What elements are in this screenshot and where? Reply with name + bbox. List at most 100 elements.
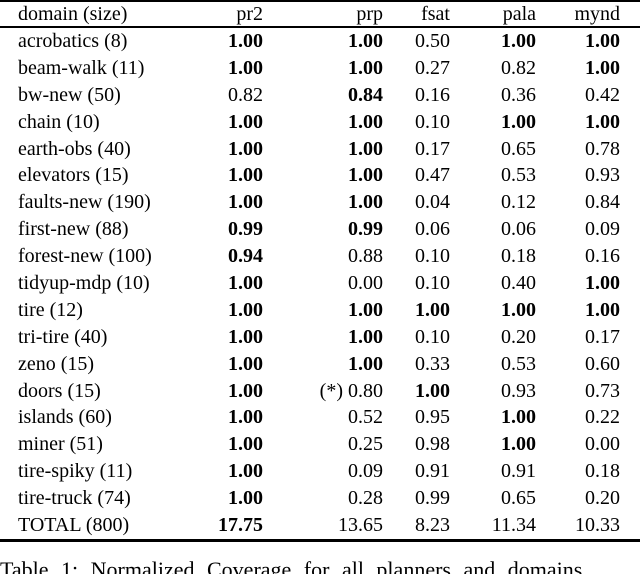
table-row: zeno (15) 1.00 1.00 0.33 0.53 0.60	[0, 351, 640, 378]
value-cell: 0.10	[415, 271, 450, 294]
table-row: first-new (88) 0.99 0.99 0.06 0.06 0.09	[0, 216, 640, 243]
domain-cell: forest-new (100)	[18, 245, 152, 268]
value-cell: 0.17	[415, 137, 450, 160]
value-cell: 0.99	[348, 218, 383, 241]
value-cell: 1.00	[228, 379, 263, 402]
value-cell: 0.09	[348, 460, 383, 483]
value-cell: 1.00	[348, 56, 383, 79]
value-cell: 1.00	[228, 271, 263, 294]
value-cell: 0.09	[585, 218, 620, 241]
column-header: prp	[263, 1, 383, 28]
value-cell: 1.00	[228, 137, 263, 160]
value-cell: 1.00	[228, 29, 263, 52]
value-cell: 1.00	[585, 298, 620, 321]
table-row: bw-new (50) 0.82 0.84 0.16 0.36 0.42	[0, 82, 640, 109]
value-cell: 0.91	[415, 460, 450, 483]
value-cell: 0.93	[585, 164, 620, 187]
value-cell: 0.16	[415, 83, 450, 106]
column-header: pr2	[190, 1, 263, 28]
value-cell: 0.78	[585, 137, 620, 160]
table-row: islands (60) 1.00 0.52 0.95 1.00 0.22	[0, 404, 640, 431]
value-cell: 0.04	[415, 191, 450, 214]
value-cell: 1.00	[348, 325, 383, 348]
value-cell: 0.60	[585, 352, 620, 375]
value-cell: 0.06	[415, 218, 450, 241]
domain-cell: elevators (15)	[18, 164, 129, 187]
table-row: tire-truck (74) 1.00 0.28 0.99 0.65 0.20	[0, 485, 640, 512]
value-cell: 0.20	[585, 487, 620, 510]
domain-cell: tidyup-mdp (10)	[18, 271, 150, 294]
value-cell: 0.10	[415, 245, 450, 268]
value-cell: 1.00	[348, 110, 383, 133]
value-cell: 1.00	[228, 298, 263, 321]
value-cell: 0.00	[348, 271, 383, 294]
table-row: elevators (15) 1.00 1.00 0.47 0.53 0.93	[0, 162, 640, 189]
value-cell: 0.52	[348, 406, 383, 429]
value-cell: 1.00	[415, 379, 450, 402]
value-cell: 0.17	[585, 325, 620, 348]
table-row: acrobatics (8) 1.00 1.00 0.50 1.00 1.00	[0, 27, 640, 55]
value-cell: 1.00	[228, 460, 263, 483]
value-cell: 0.18	[501, 245, 536, 268]
value-cell: 1.00	[228, 164, 263, 187]
domain-cell: faults-new (190)	[18, 191, 151, 214]
domain-cell: zeno (15)	[18, 352, 95, 375]
value-cell: 0.99	[415, 487, 450, 510]
value-cell: 0.22	[585, 406, 620, 429]
column-header: domain (size)	[0, 1, 190, 28]
value-cell: 0.50	[415, 29, 450, 52]
value-cell: 0.28	[348, 487, 383, 510]
column-header: pala	[450, 1, 536, 28]
domain-cell: earth-obs (40)	[18, 137, 131, 160]
value-cell: 1.00	[228, 406, 263, 429]
domain-cell: acrobatics (8)	[18, 29, 128, 52]
value-cell: 1.00	[501, 433, 536, 456]
value-cell: 0.10	[415, 325, 450, 348]
column-header: mynd	[536, 1, 640, 28]
value-cell: 0.00	[585, 433, 620, 456]
value-cell: 0.36	[501, 83, 536, 106]
table-row: forest-new (100) 0.94 0.88 0.10 0.18 0.16	[0, 243, 640, 270]
value-cell: 0.65	[501, 487, 536, 510]
value-cell: 0.93	[501, 379, 536, 402]
domain-cell: tri-tire (40)	[18, 325, 108, 348]
value-cell: 1.00	[348, 137, 383, 160]
table-row: faults-new (190) 1.00 1.00 0.04 0.12 0.84	[0, 189, 640, 216]
value-cell: 1.00	[228, 487, 263, 510]
value-cell: 0.95	[415, 406, 450, 429]
domain-cell: chain (10)	[18, 110, 100, 133]
value-cell: 0.20	[501, 325, 536, 348]
value-cell: 0.73	[585, 379, 620, 402]
value-cell: 1.00	[501, 298, 536, 321]
value-cell: 0.82	[501, 56, 536, 79]
table-row: beam-walk (11) 1.00 1.00 0.27 0.82 1.00	[0, 55, 640, 82]
value-cell: 0.98	[415, 433, 450, 456]
value-cell: 1.00	[228, 325, 263, 348]
value-cell: 11.34	[450, 512, 536, 542]
value-cell: 1.00	[348, 298, 383, 321]
value-cell: 0.82	[228, 83, 263, 106]
domain-cell: tire-spiky (11)	[18, 460, 133, 483]
value-cell: 0.42	[585, 83, 620, 106]
value-cell: 0.84	[348, 83, 383, 106]
value-cell: 0.94	[228, 245, 263, 268]
value-cell: 1.00	[348, 191, 383, 214]
domain-cell: miner (51)	[18, 433, 103, 456]
value-cell: (*) 0.80	[319, 379, 383, 402]
table-row: tire (12) 1.00 1.00 1.00 1.00 1.00	[0, 297, 640, 324]
header-row: domain (size) pr2 prp fsat pala mynd	[0, 1, 640, 28]
table-caption: Table 1: Normalized Coverage for all pla…	[0, 557, 583, 574]
table-row: chain (10) 1.00 1.00 0.10 1.00 1.00	[0, 109, 640, 136]
value-cell: 0.27	[415, 56, 450, 79]
value-cell: 1.00	[228, 352, 263, 375]
domain-cell: bw-new (50)	[18, 83, 121, 106]
value-cell: 0.40	[501, 271, 536, 294]
results-table: domain (size) pr2 prp fsat pala mynd acrobati…	[0, 0, 640, 542]
value-cell: 0.47	[415, 164, 450, 187]
table-body: acrobatics (8) 1.00 1.00 0.50 1.00 1.00 beam-w…	[0, 27, 640, 542]
value-cell: 1.00	[501, 406, 536, 429]
value-cell: 0.53	[501, 352, 536, 375]
domain-cell: beam-walk (11)	[18, 56, 145, 79]
value-cell: 0.53	[501, 164, 536, 187]
value-cell: 1.00	[228, 56, 263, 79]
